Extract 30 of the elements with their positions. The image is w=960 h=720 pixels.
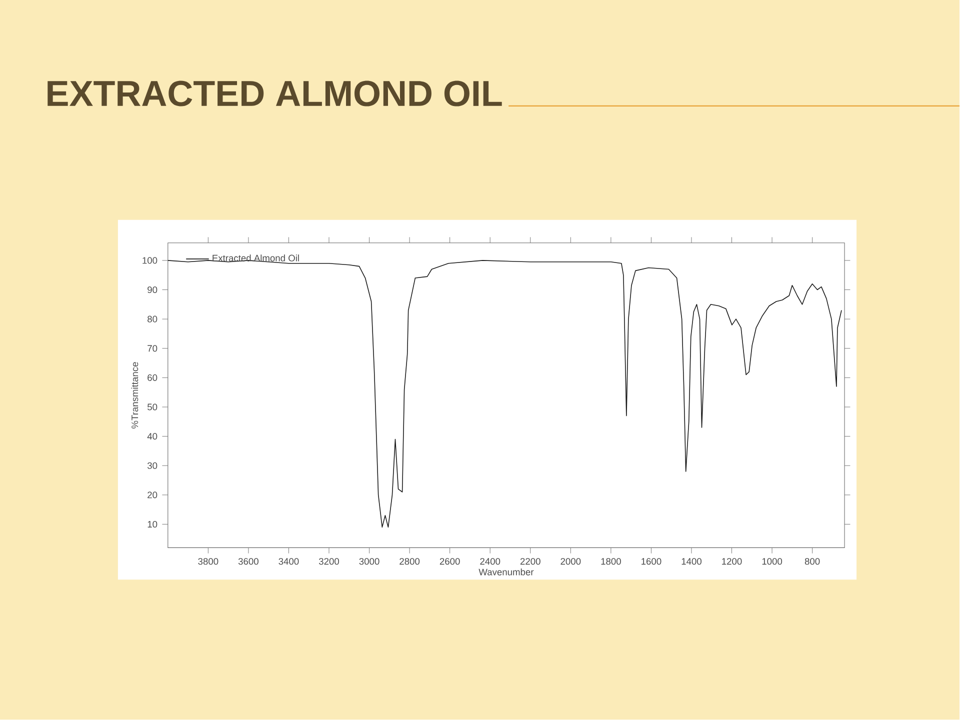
y-tick-label: 20 [148,492,158,498]
y-tick-label: 70 [148,345,158,352]
y-tick-label: 100 [142,257,158,264]
x-tick-label: 1400 [682,558,702,565]
x-tick-label: 3000 [359,558,380,565]
y-axis-title: %Transmittance [131,362,138,429]
x-tick-label: 2200 [520,558,540,565]
x-tick-label: 2600 [440,558,460,565]
chart-title: EXTRACTED ALMOND OIL [48,81,502,106]
x-tick-label: 3800 [198,558,218,565]
x-tick-label: 1800 [601,558,621,565]
y-tick-label: 40 [147,433,158,440]
y-tick-label: 80 [148,316,158,323]
x-tick-label: 2400 [480,558,500,565]
y-tick-label: 90 [148,286,158,294]
x-tick-label: 3400 [278,558,299,565]
x-tick-label: 1000 [762,558,782,565]
x-tick-label: 1600 [642,558,662,565]
x-tick-label: 2800 [400,558,420,565]
x-tick-label: 3200 [318,558,340,565]
y-tick-label: 10 [148,521,158,528]
y-tick-label: 30 [147,462,158,470]
x-tick-label: 1200 [722,558,742,565]
x-tick-label: 3600 [238,558,258,565]
x-tick-label: 2000 [560,558,581,565]
legend-label: Extracted Almond Oil [212,254,299,262]
y-tick-label: 60 [148,374,158,382]
y-tick-label: 50 [148,404,158,410]
x-tick-label: 800 [804,558,820,565]
x-axis-title: Wavenumber [478,568,534,576]
